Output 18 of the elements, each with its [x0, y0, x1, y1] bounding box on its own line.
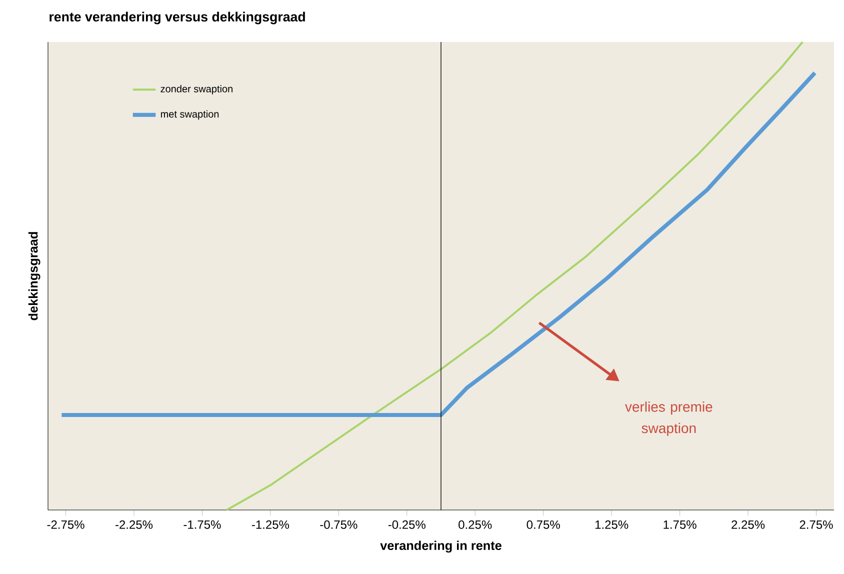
x-tick-label: 2.25% — [732, 520, 765, 529]
x-tick-label: -0.75% — [320, 520, 358, 529]
chart-title: rente verandering versus dekkingsgraad — [50, 12, 305, 24]
x-tick-label: 1.75% — [664, 520, 696, 529]
x-tick-label: 1.25% — [595, 520, 628, 529]
x-tick-label: -0.25% — [388, 520, 426, 529]
x-tick-label: 0.75% — [526, 520, 560, 529]
x-tick-label: -2.75% — [47, 520, 84, 529]
x-tick-label: -1.75% — [184, 520, 221, 529]
x-tick-label: 2.75% — [800, 520, 833, 529]
x-tick-label: -1.25% — [252, 520, 290, 529]
x-axis-title: verandering in rente — [380, 540, 502, 553]
annotation: verlies premie swaption — [625, 402, 712, 436]
x-tick-label: -2.25% — [116, 520, 153, 529]
legend-label: met swaption — [160, 110, 219, 120]
legend-label: zonder swaption — [160, 85, 232, 94]
x-tick-label: 0.25% — [458, 520, 492, 529]
y-axis-title: dekkingsgraad — [28, 232, 40, 320]
